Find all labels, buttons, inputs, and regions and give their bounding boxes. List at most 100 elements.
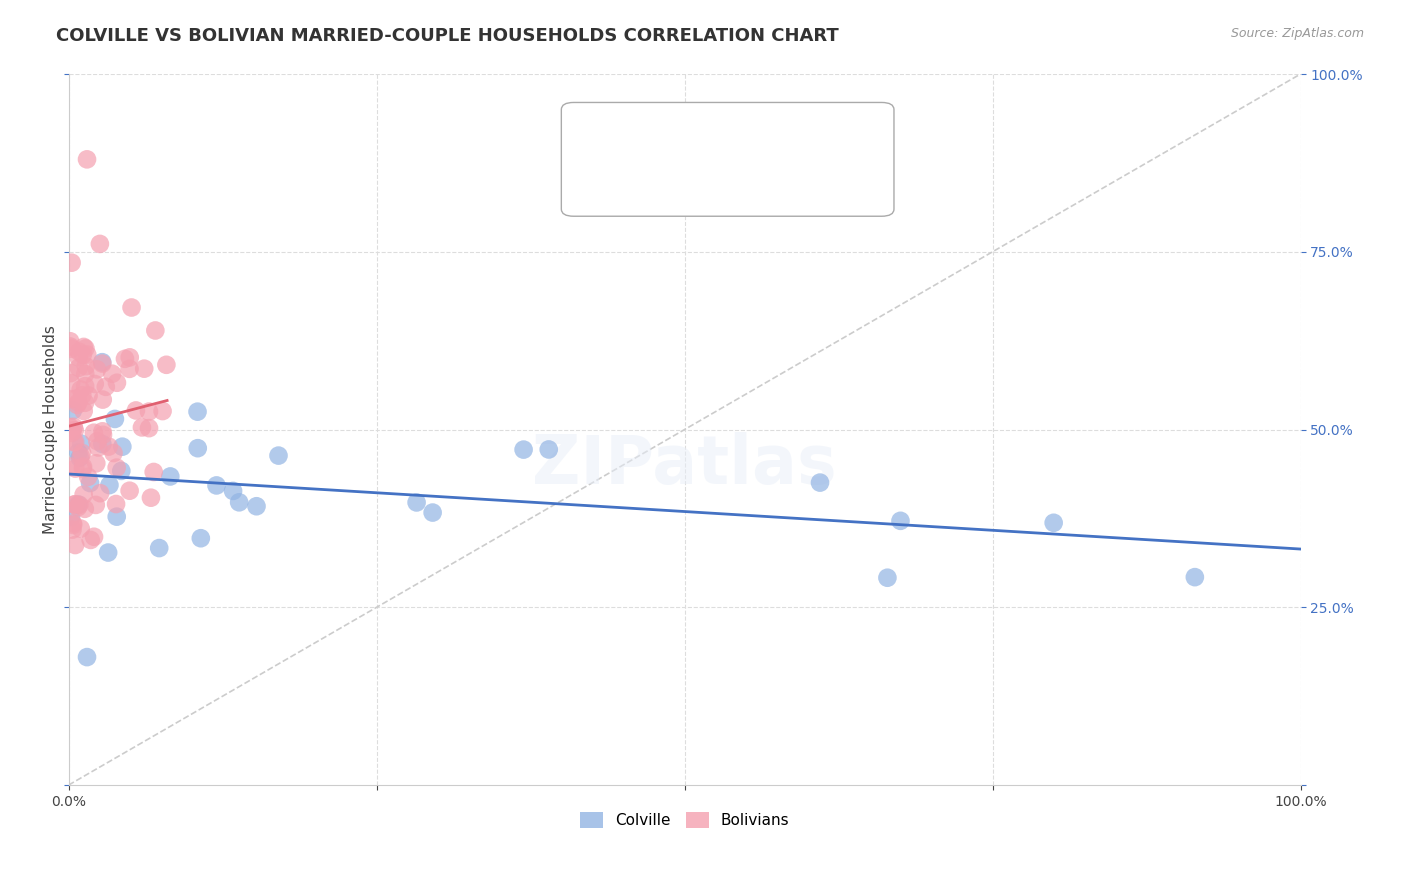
- Bolivians: [87, 441, 110, 455]
- Bolivians: [75, 396, 97, 410]
- Bolivians: [65, 461, 87, 475]
- Bolivians: [91, 357, 114, 371]
- Colville: [98, 478, 121, 492]
- Bolivians: [69, 522, 91, 536]
- Bolivians: [91, 392, 114, 407]
- Bolivians: [59, 420, 82, 434]
- Bolivians: [60, 425, 83, 440]
- Bolivians: [134, 361, 156, 376]
- Colville: [111, 440, 134, 454]
- Bolivians: [105, 497, 128, 511]
- Text: ZIPatlas: ZIPatlas: [533, 432, 837, 498]
- Bolivians: [62, 516, 84, 531]
- Bolivians: [83, 530, 105, 544]
- Colville: [187, 441, 209, 455]
- Colville: [808, 475, 831, 490]
- Bolivians: [63, 538, 86, 552]
- Colville: [512, 442, 534, 457]
- Bolivians: [86, 362, 108, 376]
- Text: COLVILLE VS BOLIVIAN MARRIED-COUPLE HOUSEHOLDS CORRELATION CHART: COLVILLE VS BOLIVIAN MARRIED-COUPLE HOUS…: [56, 27, 839, 45]
- Colville: [876, 571, 898, 585]
- Bolivians: [59, 339, 82, 353]
- Bolivians: [59, 334, 82, 349]
- Bolivians: [65, 497, 87, 511]
- Bolivians: [69, 383, 91, 397]
- Bolivians: [142, 465, 165, 479]
- Bolivians: [67, 360, 90, 375]
- Bolivians: [67, 395, 90, 409]
- Bolivians: [66, 398, 89, 412]
- Bolivians: [73, 404, 96, 418]
- Colville: [70, 436, 93, 450]
- Bolivians: [118, 362, 141, 376]
- Bolivians: [143, 323, 166, 337]
- Colville: [889, 514, 911, 528]
- Colville: [228, 495, 250, 509]
- Bolivians: [63, 423, 86, 437]
- Bolivians: [94, 380, 117, 394]
- Bolivians: [72, 388, 94, 402]
- Bolivians: [75, 379, 97, 393]
- Bolivians: [97, 440, 120, 454]
- Bolivians: [89, 236, 111, 251]
- Bolivians: [86, 434, 108, 449]
- Colville: [222, 483, 245, 498]
- Bolivians: [91, 425, 114, 439]
- Bolivians: [121, 301, 143, 315]
- Bolivians: [131, 420, 153, 434]
- Bolivians: [77, 388, 100, 402]
- Colville: [105, 509, 128, 524]
- Bolivians: [101, 367, 124, 381]
- Bolivians: [72, 487, 94, 501]
- Bolivians: [89, 486, 111, 500]
- Bolivians: [155, 358, 177, 372]
- Colville: [1184, 570, 1206, 584]
- Bolivians: [62, 424, 84, 438]
- Colville: [1042, 516, 1064, 530]
- Bolivians: [60, 392, 83, 406]
- Colville: [267, 449, 290, 463]
- Colville: [79, 476, 101, 491]
- Bolivians: [83, 425, 105, 440]
- Bolivians: [84, 498, 107, 512]
- Bolivians: [62, 517, 84, 532]
- Text: Source: ZipAtlas.com: Source: ZipAtlas.com: [1230, 27, 1364, 40]
- Colville: [205, 478, 228, 492]
- Bolivians: [80, 533, 103, 547]
- Bolivians: [77, 470, 100, 484]
- Colville: [110, 464, 132, 478]
- Bolivians: [66, 500, 89, 515]
- Bolivians: [76, 153, 98, 167]
- Bolivians: [62, 419, 84, 434]
- Bolivians: [73, 340, 96, 354]
- Bolivians: [63, 435, 86, 450]
- Bolivians: [139, 491, 162, 505]
- Colville: [104, 412, 127, 426]
- Bolivians: [63, 498, 86, 512]
- Bolivians: [62, 523, 84, 537]
- Bolivians: [152, 404, 174, 418]
- Bolivians: [138, 404, 160, 418]
- Bolivians: [75, 342, 97, 356]
- Bolivians: [66, 392, 89, 406]
- Colville: [190, 531, 212, 545]
- Colville: [62, 403, 84, 417]
- Bolivians: [72, 462, 94, 476]
- Bolivians: [105, 460, 128, 475]
- Bolivians: [118, 483, 141, 498]
- Bolivians: [103, 446, 125, 460]
- Colville: [59, 510, 82, 524]
- Colville: [148, 541, 170, 555]
- Legend: Colville, Bolivians: Colville, Bolivians: [574, 806, 796, 834]
- Bolivians: [76, 347, 98, 361]
- Colville: [67, 498, 90, 512]
- Bolivians: [84, 456, 107, 470]
- Bolivians: [60, 376, 83, 390]
- FancyBboxPatch shape: [561, 103, 894, 216]
- Bolivians: [83, 376, 105, 391]
- Bolivians: [91, 427, 114, 442]
- Colville: [186, 405, 208, 419]
- Colville: [422, 506, 444, 520]
- Colville: [76, 650, 98, 665]
- Bolivians: [59, 459, 82, 474]
